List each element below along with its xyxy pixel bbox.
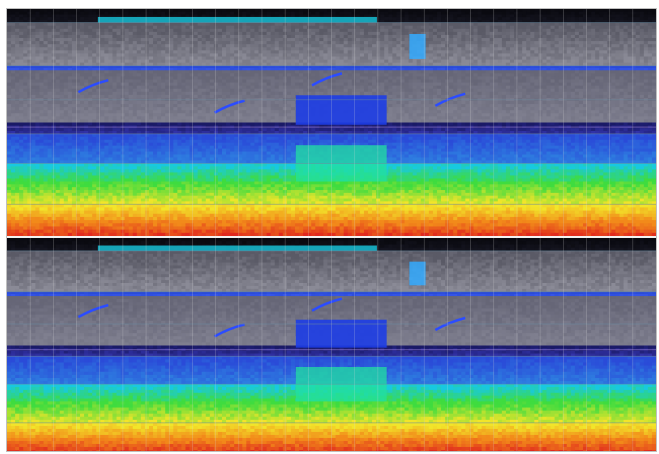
top-spectrogram-panel-svg <box>7 9 656 236</box>
spectrogram-figure <box>6 8 657 452</box>
top-spectrogram-panel <box>7 9 656 236</box>
panel-divider <box>7 236 656 238</box>
bottom-spectrogram-panel <box>7 238 656 451</box>
bottom-spectrogram-panel-svg <box>7 238 656 451</box>
